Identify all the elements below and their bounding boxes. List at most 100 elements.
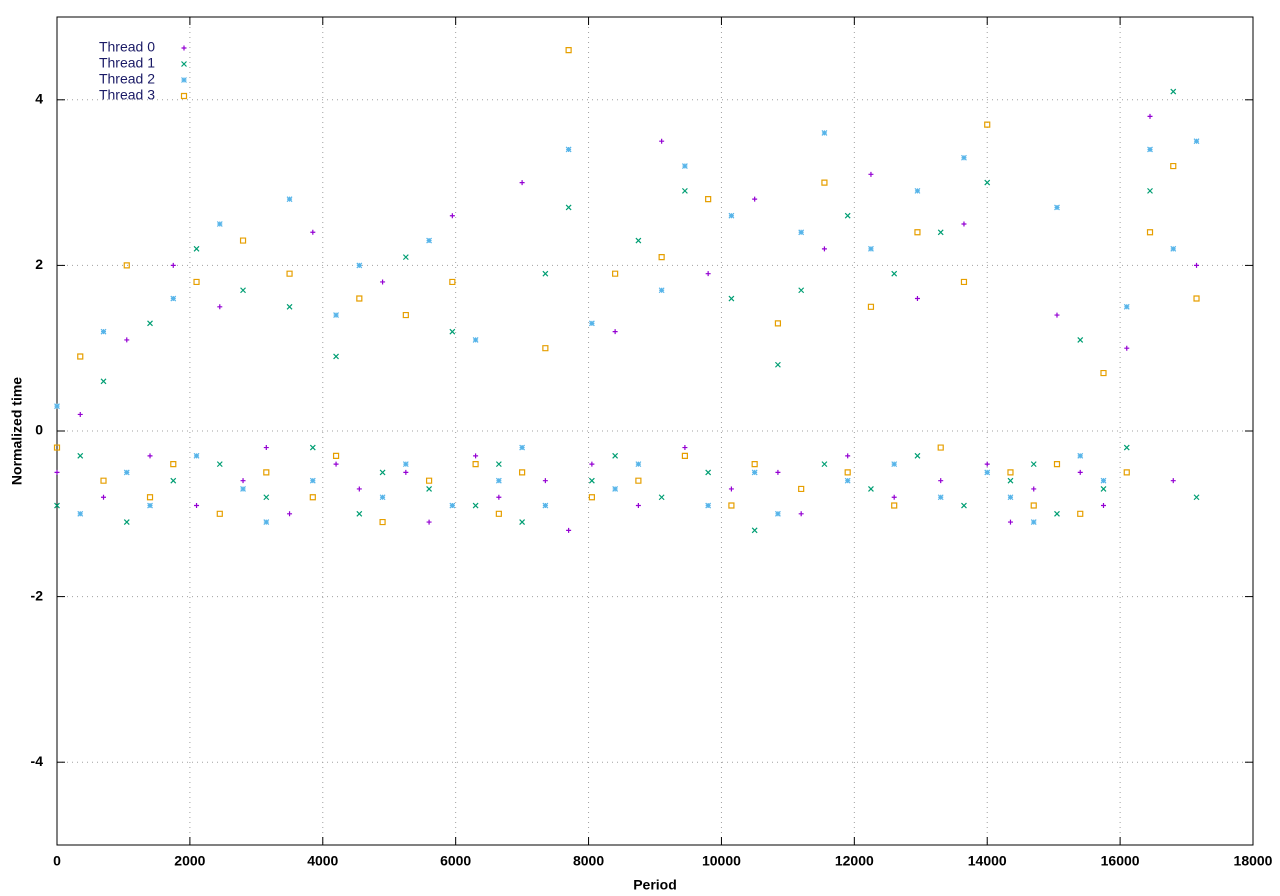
scatter-point — [240, 486, 246, 492]
scatter-point — [123, 262, 130, 269]
y-tick-label: 2 — [35, 256, 43, 272]
scatter-point — [542, 345, 549, 352]
scatter-point — [542, 270, 549, 277]
scatter-point — [1077, 452, 1084, 459]
scatter-point — [147, 453, 153, 459]
scatter-point — [589, 461, 595, 467]
scatter-point — [100, 328, 107, 335]
scatter-point — [588, 320, 595, 327]
scatter-point — [1100, 486, 1107, 492]
legend-label: Thread 1 — [99, 55, 155, 71]
scatter-point — [868, 245, 874, 252]
scatter-point — [751, 461, 758, 468]
scatter-point — [1193, 295, 1200, 302]
scatter-point — [728, 295, 735, 302]
scatter-point — [240, 478, 246, 484]
scatter-point — [681, 187, 688, 194]
scatter-point — [821, 246, 827, 252]
scatter-point — [193, 452, 200, 459]
x-axis-title: Period — [633, 877, 677, 893]
scatter-point — [961, 502, 967, 509]
scatter-point — [77, 452, 84, 459]
scatter-point — [984, 121, 991, 128]
scatter-point — [426, 237, 433, 244]
scatter-point — [77, 411, 83, 417]
scatter-point — [402, 461, 409, 468]
scatter-point — [333, 461, 339, 467]
scatter-point — [798, 511, 804, 517]
scatter-point — [984, 179, 991, 186]
scatter-point — [426, 486, 433, 492]
scatter-point — [263, 494, 270, 501]
scatter-point — [147, 502, 153, 509]
scatter-point — [751, 469, 758, 476]
scatter-point — [193, 245, 200, 252]
scatter-point — [891, 461, 898, 468]
scatter-point — [984, 461, 990, 467]
scatter-point — [960, 278, 968, 286]
scatter-point — [402, 254, 409, 261]
scatter-point — [1054, 204, 1060, 211]
scatter-point — [1077, 469, 1083, 475]
scatter-point — [77, 353, 84, 360]
scatter-point — [449, 213, 455, 219]
scatter-point — [309, 444, 316, 451]
scatter-point — [356, 295, 363, 302]
scatter-point — [891, 270, 898, 277]
x-tick-label: 0 — [53, 853, 61, 869]
scatter-point — [194, 503, 200, 509]
scatter-point — [612, 270, 619, 277]
scatter-point — [565, 146, 572, 153]
scatter-point — [635, 237, 642, 244]
legend-marker — [181, 45, 187, 51]
scatter-point — [868, 171, 874, 177]
scatter-point — [588, 494, 595, 501]
scatter-point — [519, 180, 525, 186]
scatter-point — [1101, 503, 1106, 509]
scatter-point — [123, 469, 130, 476]
legend-label: Thread 3 — [99, 87, 155, 103]
scatter-point — [403, 469, 409, 475]
scatter-point — [728, 212, 735, 219]
scatter-point — [635, 461, 642, 468]
scatter-point — [1031, 486, 1037, 492]
scatter-point — [984, 469, 991, 476]
scatter-point — [472, 502, 479, 509]
scatter-point — [612, 452, 619, 459]
scatter-point — [937, 444, 944, 451]
legend-marker — [181, 77, 187, 83]
scatter-point — [681, 163, 688, 169]
scatter-point — [54, 403, 60, 410]
x-tick-label: 6000 — [440, 853, 471, 869]
x-tick-label: 2000 — [174, 853, 205, 869]
scatter-point — [216, 510, 223, 517]
scatter-point — [681, 452, 688, 459]
scatter-point — [124, 337, 130, 343]
scatter-point — [356, 262, 363, 269]
scatter-point — [449, 328, 456, 335]
scatter-point — [54, 469, 60, 475]
scatter-point — [380, 279, 386, 285]
scatter-point — [728, 486, 734, 492]
scatter-point — [101, 494, 107, 500]
scatter-point — [565, 204, 572, 211]
scatter-point — [1054, 312, 1060, 318]
scatter-point — [938, 478, 944, 484]
scatter-point — [937, 229, 944, 236]
scatter-point — [379, 494, 386, 501]
scatter-point — [798, 287, 805, 294]
scatter-point — [472, 336, 479, 343]
scatter-point — [774, 510, 781, 517]
legend-marker — [180, 92, 188, 100]
scatter-point — [961, 221, 967, 227]
scatter-point — [658, 494, 665, 501]
scatter-point — [798, 229, 805, 236]
scatter-point — [752, 196, 758, 202]
scatter-point — [1030, 461, 1037, 468]
y-tick-label: -2 — [31, 587, 44, 603]
scatter-point — [774, 320, 782, 327]
scatter-point — [1053, 461, 1061, 468]
scatter-point — [217, 304, 223, 310]
scatter-point — [426, 519, 432, 525]
y-tick-label: -4 — [31, 753, 44, 769]
